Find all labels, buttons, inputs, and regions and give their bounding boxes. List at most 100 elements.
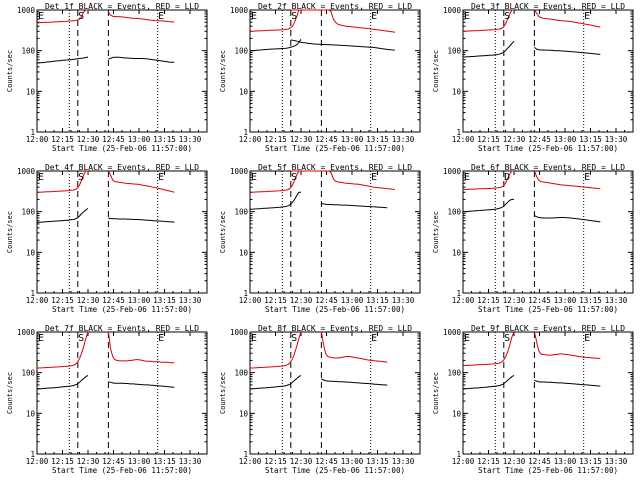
- plot-frame: [36, 170, 208, 294]
- y-tick-label: 10: [452, 87, 462, 96]
- y-tick-label: 100: [21, 369, 35, 378]
- x-axis-label: Start Time (25-Feb-06 11:57:00): [52, 466, 192, 475]
- panel-title: Det 2f BLACK = Events, RED = LLD: [258, 2, 412, 11]
- y-axis-label: Counts/sec: [219, 50, 227, 92]
- y-tick-label: 1: [456, 128, 461, 137]
- y-tick-label: 10: [26, 248, 36, 257]
- y-tick-label: 1: [30, 128, 35, 137]
- events-series-line: [534, 47, 601, 55]
- x-tick-label: 12:15: [477, 296, 500, 305]
- x-tick-label: 12:45: [315, 296, 338, 305]
- events-series-line: [321, 202, 388, 209]
- x-tick-label: 13:30: [392, 135, 415, 144]
- event-marker-label: S: [78, 11, 84, 22]
- x-tick-label: 12:15: [264, 296, 287, 305]
- event-marker-label: E: [158, 11, 164, 22]
- events-series-line: [108, 217, 175, 223]
- event-marker-label: E: [584, 172, 590, 183]
- event-marker-label: E: [38, 333, 44, 344]
- x-tick-label: 12:00: [452, 296, 475, 305]
- event-marker-label: S: [78, 333, 84, 344]
- x-tick-label: 12:15: [264, 135, 287, 144]
- x-tick-label: 12:00: [26, 296, 49, 305]
- x-tick-label: 13:15: [579, 135, 602, 144]
- x-tick-label: 12:00: [239, 135, 262, 144]
- y-tick-label: 10: [452, 409, 462, 418]
- x-tick-label: 12:15: [264, 457, 287, 466]
- x-tick-label: 13:00: [554, 296, 577, 305]
- y-axis-label: Counts/sec: [219, 211, 227, 253]
- x-tick-label: 12:30: [77, 135, 100, 144]
- x-tick-label: 12:45: [315, 135, 338, 144]
- y-tick-label: 100: [234, 369, 248, 378]
- panel-title: Det 5f BLACK = Events, RED = LLD: [258, 163, 412, 172]
- x-tick-label: 12:00: [239, 296, 262, 305]
- lld-series-line: [463, 331, 515, 366]
- x-tick-label: 12:00: [26, 135, 49, 144]
- x-axis-label: Start Time (25-Feb-06 11:57:00): [265, 305, 405, 314]
- y-tick-label: 10: [239, 87, 249, 96]
- lld-series-line: [107, 331, 175, 364]
- y-axis-label: Counts/sec: [432, 211, 440, 253]
- x-tick-label: 13:15: [153, 296, 176, 305]
- x-tick-label: 13:15: [153, 135, 176, 144]
- event-marker-label: S: [504, 11, 510, 22]
- detector-panel: Det 1f BLACK = Events, RED = LLD Counts/s…: [6, 2, 208, 153]
- event-marker-label: E: [251, 11, 257, 22]
- event-marker-label: D: [504, 172, 510, 183]
- x-axis-label: Start Time (25-Feb-06 11:57:00): [52, 305, 192, 314]
- x-tick-label: 12:00: [452, 457, 475, 466]
- x-tick-label: 12:30: [290, 135, 313, 144]
- x-tick-label: 13:15: [366, 135, 389, 144]
- y-tick-label: 1000: [230, 328, 249, 337]
- lld-series-line: [107, 11, 175, 23]
- y-axis-label: Counts/sec: [6, 50, 14, 92]
- x-tick-label: 13:15: [579, 457, 602, 466]
- panel-title: Det 9f BLACK = Events, RED = LLD: [471, 324, 625, 333]
- panel-title: Det 6f BLACK = Events, RED = LLD: [471, 163, 625, 172]
- x-tick-label: 13:30: [392, 296, 415, 305]
- plot-frame: [36, 9, 208, 133]
- y-tick-label: 10: [26, 87, 36, 96]
- y-tick-label: 1000: [17, 167, 36, 176]
- y-tick-label: 1: [243, 128, 248, 137]
- panel-title: Det 3f BLACK = Events, RED = LLD: [471, 2, 625, 11]
- x-tick-label: 13:30: [605, 296, 628, 305]
- lld-series-line: [463, 9, 514, 32]
- x-tick-label: 13:15: [366, 296, 389, 305]
- event-marker-label: E: [371, 333, 377, 344]
- x-tick-label: 12:30: [503, 296, 526, 305]
- x-tick-label: 13:15: [366, 457, 389, 466]
- event-marker-label: E: [464, 11, 470, 22]
- event-marker-label: E: [251, 172, 257, 183]
- x-tick-label: 13:30: [179, 296, 202, 305]
- y-tick-label: 1000: [17, 328, 36, 337]
- lld-series-line: [250, 9, 301, 32]
- y-tick-label: 1000: [17, 6, 36, 15]
- detector-panel: Det 3f BLACK = Events, RED = LLD Counts/s…: [432, 2, 634, 153]
- event-marker-label: E: [371, 172, 377, 183]
- event-marker-label: S: [78, 172, 84, 183]
- plot-frame: [462, 9, 634, 133]
- lld-series-line: [37, 170, 88, 193]
- x-tick-label: 13:00: [128, 457, 151, 466]
- x-tick-label: 12:45: [528, 296, 551, 305]
- x-tick-label: 13:15: [153, 457, 176, 466]
- plot-frame: [462, 170, 634, 294]
- x-tick-label: 13:00: [554, 457, 577, 466]
- x-tick-label: 12:15: [51, 457, 74, 466]
- x-tick-label: 12:30: [77, 296, 100, 305]
- event-marker-label: E: [371, 11, 377, 22]
- x-tick-label: 12:30: [503, 135, 526, 144]
- y-tick-label: 100: [21, 208, 35, 217]
- x-tick-label: 12:30: [290, 457, 313, 466]
- event-marker-label: S: [504, 333, 510, 344]
- x-tick-label: 13:00: [341, 135, 364, 144]
- x-tick-label: 13:30: [605, 457, 628, 466]
- event-marker-label: E: [584, 11, 590, 22]
- x-axis-label: Start Time (25-Feb-06 11:57:00): [478, 466, 618, 475]
- x-tick-label: 12:30: [77, 457, 100, 466]
- y-tick-label: 10: [239, 409, 249, 418]
- x-tick-label: 13:30: [179, 135, 202, 144]
